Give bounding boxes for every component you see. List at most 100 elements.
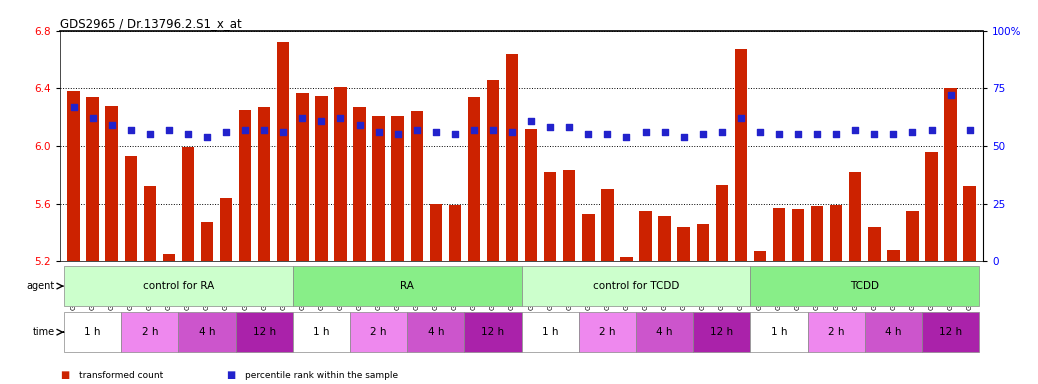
- Text: 2 h: 2 h: [141, 327, 158, 337]
- Bar: [296, 93, 308, 261]
- Text: 2 h: 2 h: [599, 327, 616, 337]
- Point: [104, 122, 120, 128]
- Point: [65, 104, 82, 110]
- Bar: [639, 211, 652, 261]
- Point: [943, 92, 959, 98]
- Bar: [64, 312, 121, 353]
- Bar: [373, 116, 385, 261]
- Bar: [448, 205, 461, 261]
- Point: [237, 127, 253, 133]
- Point: [408, 127, 425, 133]
- Bar: [239, 110, 251, 261]
- Point: [713, 129, 730, 135]
- Point: [694, 131, 711, 137]
- Bar: [906, 211, 919, 261]
- Bar: [696, 223, 709, 261]
- Text: 2 h: 2 h: [828, 327, 845, 337]
- Bar: [464, 312, 521, 353]
- Point: [294, 115, 310, 121]
- Bar: [715, 185, 728, 261]
- Text: 1 h: 1 h: [771, 327, 787, 337]
- Point: [503, 129, 520, 135]
- Text: 1 h: 1 h: [84, 327, 101, 337]
- Bar: [143, 186, 156, 261]
- Bar: [391, 116, 404, 261]
- Point: [847, 127, 864, 133]
- Bar: [849, 172, 862, 261]
- Bar: [544, 172, 556, 261]
- Point: [389, 131, 406, 137]
- Point: [619, 134, 635, 140]
- Text: control for RA: control for RA: [143, 281, 214, 291]
- Bar: [601, 189, 613, 261]
- Bar: [925, 152, 937, 261]
- Text: agent: agent: [27, 281, 55, 291]
- Text: 4 h: 4 h: [198, 327, 215, 337]
- Bar: [64, 266, 293, 306]
- Bar: [579, 312, 636, 353]
- Point: [752, 129, 768, 135]
- Bar: [735, 50, 747, 261]
- Bar: [277, 42, 290, 261]
- Bar: [350, 312, 407, 353]
- Bar: [868, 227, 880, 261]
- Bar: [293, 312, 350, 353]
- Bar: [865, 312, 922, 353]
- Point: [542, 124, 558, 131]
- Text: 4 h: 4 h: [885, 327, 902, 337]
- Point: [733, 115, 749, 121]
- Bar: [67, 91, 80, 261]
- Bar: [830, 205, 843, 261]
- Point: [180, 131, 196, 137]
- Point: [656, 129, 673, 135]
- Text: RA: RA: [401, 281, 414, 291]
- Bar: [922, 312, 979, 353]
- Point: [885, 131, 902, 137]
- Point: [770, 131, 787, 137]
- Text: percentile rank within the sample: percentile rank within the sample: [245, 371, 399, 380]
- Point: [866, 131, 882, 137]
- Point: [790, 131, 807, 137]
- Bar: [525, 129, 538, 261]
- Bar: [621, 257, 632, 261]
- Text: transformed count: transformed count: [79, 371, 163, 380]
- Bar: [179, 312, 236, 353]
- Point: [351, 122, 367, 128]
- Point: [828, 131, 845, 137]
- Point: [961, 127, 978, 133]
- Point: [637, 129, 654, 135]
- Text: control for TCDD: control for TCDD: [593, 281, 679, 291]
- Point: [485, 127, 501, 133]
- Point: [523, 118, 540, 124]
- Point: [580, 131, 597, 137]
- Text: 12 h: 12 h: [939, 327, 962, 337]
- Point: [904, 129, 921, 135]
- Point: [84, 115, 101, 121]
- Text: 4 h: 4 h: [656, 327, 673, 337]
- Bar: [86, 97, 99, 261]
- Bar: [693, 312, 750, 353]
- Point: [466, 127, 483, 133]
- Bar: [772, 208, 785, 261]
- Text: 12 h: 12 h: [252, 327, 276, 337]
- Point: [198, 134, 215, 140]
- Text: TCDD: TCDD: [850, 281, 879, 291]
- Point: [275, 129, 292, 135]
- Bar: [506, 54, 518, 261]
- Text: GDS2965 / Dr.13796.2.S1_x_at: GDS2965 / Dr.13796.2.S1_x_at: [60, 17, 242, 30]
- Text: time: time: [33, 327, 55, 337]
- Bar: [808, 312, 865, 353]
- Bar: [963, 186, 976, 261]
- Point: [561, 124, 577, 131]
- Bar: [163, 254, 175, 261]
- Point: [161, 127, 177, 133]
- Bar: [563, 170, 575, 261]
- Text: 2 h: 2 h: [371, 327, 387, 337]
- Bar: [125, 156, 137, 261]
- Text: ■: ■: [226, 370, 236, 380]
- Text: 4 h: 4 h: [428, 327, 444, 337]
- Bar: [407, 312, 464, 353]
- Point: [446, 131, 463, 137]
- Point: [122, 127, 139, 133]
- Point: [599, 131, 616, 137]
